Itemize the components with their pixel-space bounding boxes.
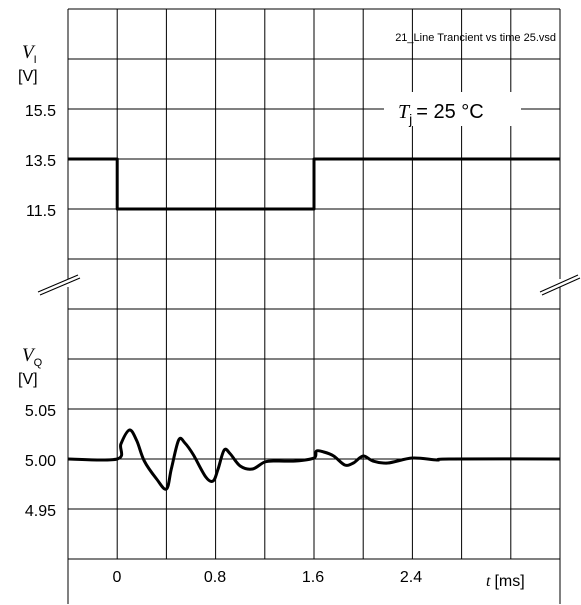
trace-layer (67, 157, 561, 491)
temperature-symbol: T (398, 101, 411, 123)
x-tick-label: 2.4 (400, 569, 422, 586)
vi-axis-symbol: VI (22, 42, 37, 66)
axis-break-right (539, 274, 581, 296)
vq-subscript: Q (34, 357, 43, 369)
vi-axis-unit: [V] (18, 68, 38, 85)
axis-break-left (37, 274, 81, 296)
x-axis-label: t [ms] (486, 573, 525, 590)
x-axis-symbol: t (486, 573, 491, 590)
vi-symbol: V (22, 42, 36, 63)
x-axis-unit: [ms] (494, 573, 524, 590)
temperature-label: Tj = 25 °C (398, 101, 484, 127)
x-tick-label: 0.8 (204, 569, 226, 586)
vq-tick-label: 5.00 (25, 453, 56, 470)
temperature-subscript: j (408, 111, 412, 127)
temperature-value: = 25 °C (416, 101, 483, 123)
vq-symbol: V (22, 345, 36, 366)
x-tick-label: 1.6 (302, 569, 324, 586)
vq-axis-symbol: VQ (22, 345, 43, 369)
vq-tick-label: 5.05 (25, 403, 56, 420)
temperature-label-box (384, 92, 521, 126)
file-label: 21_Line Trancient vs time 25.vsd (395, 32, 556, 44)
vi-input-voltage-trace (68, 157, 560, 211)
vi-subscript: I (34, 54, 37, 66)
x-tick-label: 0 (113, 569, 122, 586)
vi-tick-label: 11.5 (26, 203, 56, 220)
vq-axis-unit: [V] (18, 371, 38, 388)
vq-output-voltage-trace (67, 428, 561, 491)
vi-tick-label: 15.5 (25, 103, 56, 120)
vi-tick-label: 13.5 (25, 153, 56, 170)
vq-tick-label: 4.95 (25, 503, 56, 520)
